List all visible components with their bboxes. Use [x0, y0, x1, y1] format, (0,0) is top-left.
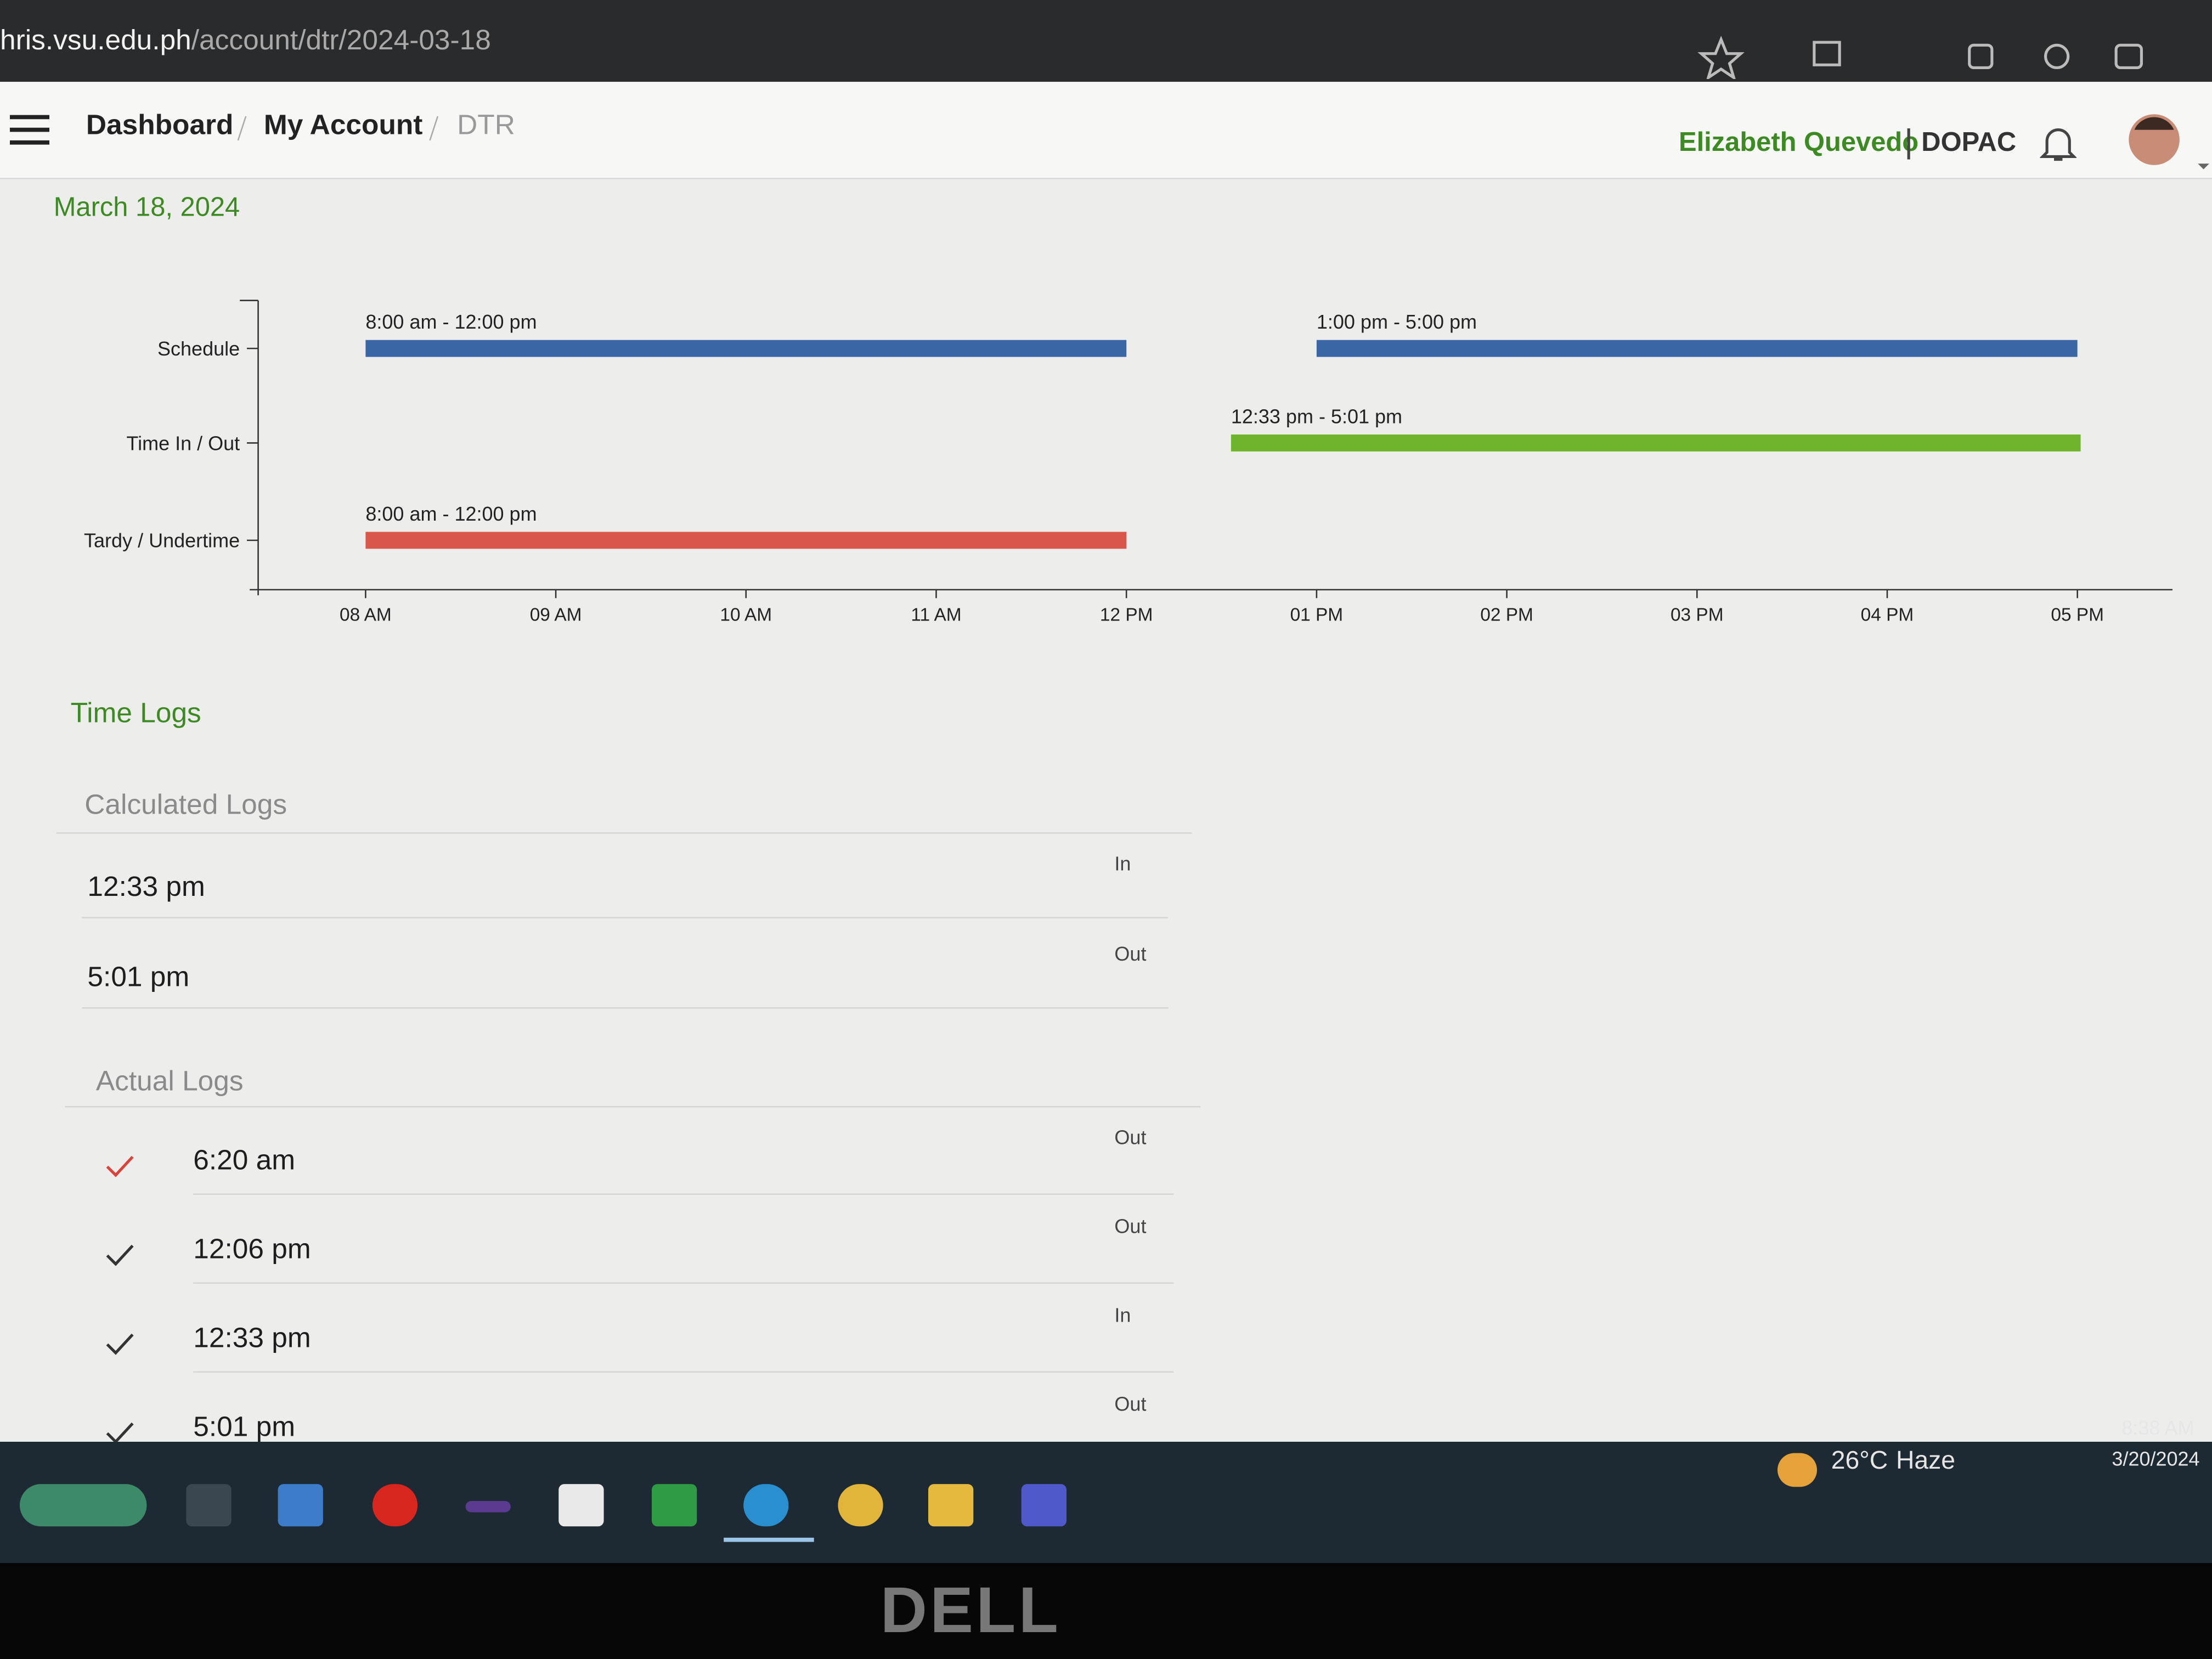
check-icon	[106, 1155, 134, 1177]
x-tick-label: 09 AM	[530, 605, 582, 625]
mail-icon[interactable]	[278, 1484, 323, 1527]
x-tick-label: 05 PM	[2051, 605, 2104, 625]
log-time: 5:01 pm	[193, 1412, 296, 1443]
breadcrumb[interactable]: My Account	[263, 110, 423, 142]
log-time: 6:20 am	[193, 1146, 296, 1177]
timeline-bar	[365, 532, 1127, 549]
menu-button[interactable]	[8, 113, 50, 147]
check-icon	[106, 1422, 134, 1444]
chat-icon[interactable]	[652, 1484, 697, 1527]
divider	[56, 832, 1192, 834]
x-tick-label: 03 PM	[1671, 605, 1724, 625]
row-divider	[82, 917, 1169, 918]
brand-logo: DELL	[880, 1573, 1061, 1646]
clock-time[interactable]: 8:38 AM	[2121, 1416, 2194, 1439]
bar-label: 1:00 pm - 5:00 pm	[1317, 311, 1477, 333]
log-type: Out	[1114, 942, 1147, 965]
breadcrumb[interactable]: Dashboard	[86, 110, 234, 142]
log-type: Out	[1114, 1126, 1147, 1149]
weather[interactable]: Haze	[1896, 1446, 1956, 1475]
subsection-title: Actual Logs	[95, 1066, 244, 1098]
address-bar[interactable]: hris.vsu.edu.ph/account/dtr/2024-03-18	[0, 25, 491, 58]
x-tick-label: 02 PM	[1480, 605, 1533, 625]
breadcrumb-current: DTR	[457, 110, 515, 142]
log-time: 5:01 pm	[87, 962, 190, 994]
taskbar: 26°C Haze 8:38 AM 3/20/2024	[0, 1417, 2212, 1564]
weather-icon	[1778, 1453, 1817, 1487]
health-icon[interactable]	[2044, 43, 2070, 69]
browser-toolbar: hris.vsu.edu.ph/account/dtr/2024-03-18	[0, 0, 2212, 82]
bar-label: 8:00 am - 12:00 pm	[365, 503, 537, 525]
app-icon[interactable]	[838, 1484, 883, 1527]
divider	[65, 1106, 1201, 1108]
edge-icon[interactable]	[743, 1484, 789, 1527]
row-divider	[193, 1282, 1174, 1284]
log-type: Out	[1114, 1215, 1147, 1238]
x-tick-label: 08 AM	[340, 605, 392, 625]
log-time: 12:06 pm	[193, 1234, 311, 1266]
user-office: DOPAC	[1907, 128, 2016, 160]
timeline-chart: Schedule Time In / Out Tardy / Undertime 08…	[84, 300, 2172, 625]
log-type: Out	[1114, 1392, 1147, 1415]
check-mark	[106, 1244, 134, 1266]
log-time: 12:33 pm	[193, 1323, 311, 1355]
row-divider	[82, 1007, 1169, 1009]
app-icon[interactable]	[465, 1501, 511, 1513]
check-mark	[106, 1155, 134, 1177]
log-time: 12:33 pm	[87, 872, 205, 903]
toolbar-icons	[1697, 36, 2143, 79]
edge-icon[interactable]	[2114, 43, 2143, 69]
row-divider	[193, 1371, 1174, 1373]
timeline-bar	[1231, 435, 2081, 452]
timeline-bar	[365, 340, 1127, 357]
header: Dashboard My Account DTR Elizabeth Queve…	[0, 82, 2212, 179]
section-title: Time Logs	[70, 698, 201, 730]
x-tick-label: 04 PM	[1861, 605, 1914, 625]
log-type: In	[1114, 1304, 1131, 1327]
avatar[interactable]	[2128, 113, 2212, 175]
x-tick-label: 12 PM	[1100, 605, 1153, 625]
bar-label: 12:33 pm - 5:01 pm	[1231, 405, 1402, 427]
monitor-bezel: DELL	[0, 1563, 2212, 1659]
notification-bell[interactable]	[2040, 124, 2077, 163]
row-divider	[193, 1193, 1174, 1195]
timeline-bar	[1316, 340, 2078, 357]
app: Dashboard My Account DTR Elizabeth Queve…	[0, 82, 2212, 1462]
row-label: Time In / Out	[126, 432, 240, 454]
active-indicator	[724, 1537, 814, 1542]
temperature[interactable]: 26°C	[1831, 1446, 1888, 1475]
user-name[interactable]: Elizabeth Quevedo	[1679, 128, 1919, 158]
explorer-icon[interactable]	[928, 1484, 974, 1527]
collections-icon[interactable]	[1968, 43, 1994, 69]
row-label: Tardy / Undertime	[84, 529, 240, 552]
x-tick-label: 11 AM	[911, 605, 961, 625]
x-tick-label: 10 AM	[720, 605, 772, 625]
split-icon[interactable]	[1813, 41, 1841, 66]
url-host: hris.vsu.edu.ph	[0, 25, 191, 57]
widget-icon[interactable]	[20, 1484, 147, 1527]
check-mark	[106, 1333, 134, 1355]
row-label: Schedule	[157, 337, 240, 360]
task-view-icon[interactable]	[186, 1484, 232, 1527]
subsection-title: Calculated Logs	[84, 790, 287, 821]
check-mark	[106, 1422, 134, 1444]
check-icon	[106, 1333, 134, 1355]
bar-label: 8:00 am - 12:00 pm	[365, 311, 537, 333]
dtr-date: March 18, 2024	[53, 193, 240, 223]
log-type: In	[1114, 852, 1131, 875]
store-icon[interactable]	[558, 1484, 604, 1527]
favorite-icon[interactable]	[1697, 36, 1745, 79]
clock-date[interactable]: 3/20/2024	[2112, 1447, 2200, 1470]
check-icon	[106, 1244, 134, 1266]
teams-icon[interactable]	[1021, 1484, 1066, 1527]
x-tick-label: 01 PM	[1290, 605, 1344, 625]
opera-icon[interactable]	[372, 1484, 418, 1527]
url-path: /account/dtr/2024-03-18	[191, 25, 491, 57]
